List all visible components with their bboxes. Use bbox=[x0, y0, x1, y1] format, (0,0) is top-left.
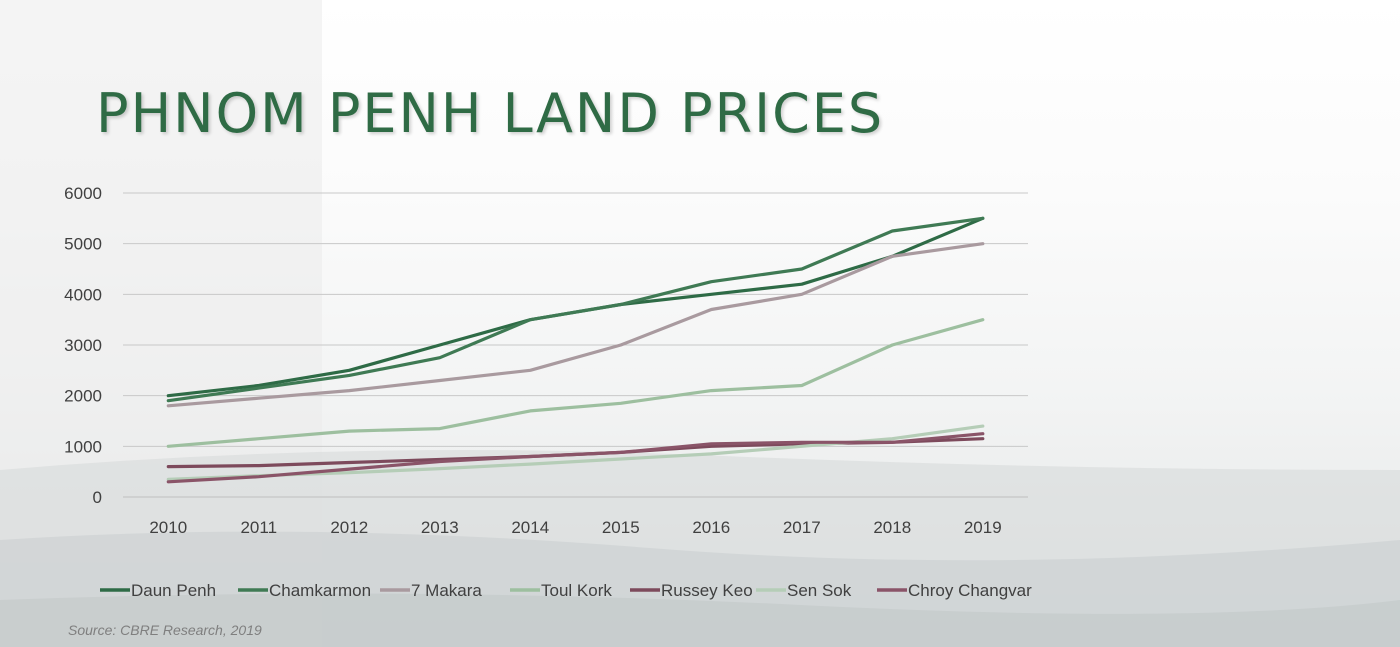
x-tick-label: 2014 bbox=[511, 518, 549, 537]
y-tick-label: 0 bbox=[93, 488, 102, 507]
series-lines bbox=[166, 216, 985, 484]
y-tick-label: 3000 bbox=[64, 336, 102, 355]
y-tick-label: 5000 bbox=[64, 235, 102, 254]
x-tick-label: 2012 bbox=[330, 518, 368, 537]
x-tick-label: 2019 bbox=[964, 518, 1002, 537]
series-line bbox=[166, 216, 985, 403]
series-line bbox=[166, 432, 985, 484]
legend-label: Chamkarmon bbox=[269, 581, 371, 600]
x-tick-label: 2017 bbox=[783, 518, 821, 537]
x-tick-label: 2015 bbox=[602, 518, 640, 537]
series-line bbox=[166, 424, 985, 481]
legend-label: Daun Penh bbox=[131, 581, 216, 600]
legend-label: Russey Keo bbox=[661, 581, 753, 600]
legend-label: Sen Sok bbox=[787, 581, 852, 600]
y-tick-label: 1000 bbox=[64, 437, 102, 456]
legend-label: Toul Kork bbox=[541, 581, 612, 600]
y-tick-label: 6000 bbox=[64, 184, 102, 203]
source-note: Source: CBRE Research, 2019 bbox=[68, 622, 262, 638]
y-tick-label: 2000 bbox=[64, 387, 102, 406]
x-tick-label: 2018 bbox=[873, 518, 911, 537]
x-tick-label: 2013 bbox=[421, 518, 459, 537]
legend-label: 7 Makara bbox=[411, 581, 482, 600]
series-line bbox=[166, 318, 985, 448]
x-tick-label: 2016 bbox=[692, 518, 730, 537]
x-axis: 2010 2011 2012 2013 2014 2015 2016 2017 2018 2019 bbox=[149, 518, 1001, 537]
x-tick-label: 2010 bbox=[149, 518, 187, 537]
y-axis: 0 1000 2000 3000 4000 5000 6000 bbox=[64, 184, 102, 507]
legend: Daun Penh Chamkarmon 7 Makara Toul Kork Russ… bbox=[100, 581, 1032, 600]
y-tick-label: 4000 bbox=[64, 285, 102, 304]
slide-title: PHNOM PENH LAND PRICES bbox=[96, 82, 885, 145]
x-tick-label: 2011 bbox=[240, 518, 277, 537]
legend-label: Chroy Changvar bbox=[908, 581, 1032, 600]
series-line bbox=[166, 242, 985, 408]
